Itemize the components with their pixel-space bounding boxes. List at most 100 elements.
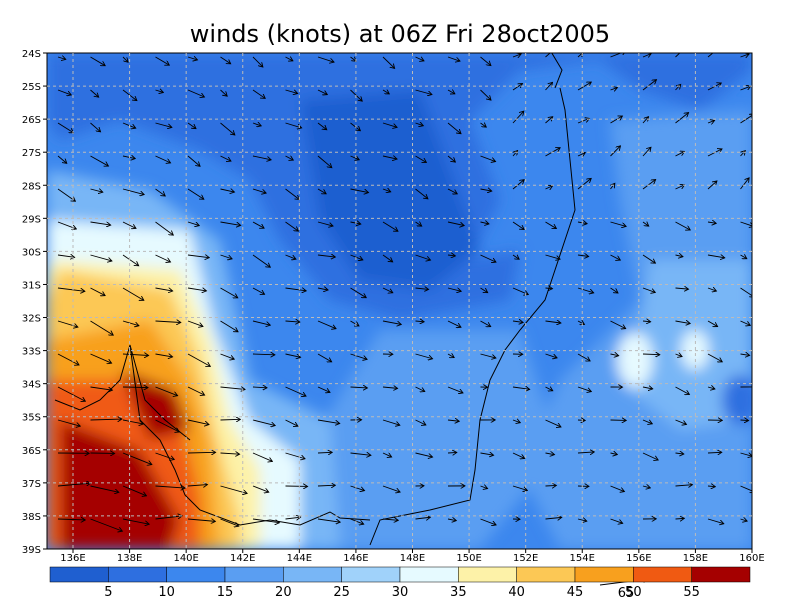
wind-arrow: [415, 222, 422, 226]
wind-arrow: [155, 452, 175, 460]
wind-arrow: [447, 386, 463, 393]
wind-arrow: [90, 485, 119, 492]
lon-label: 160E: [739, 553, 764, 564]
wind-arrow: [252, 320, 270, 325]
wind-arrow: [220, 518, 239, 526]
wind-arrow: [675, 255, 683, 257]
wind-arrow: [675, 288, 689, 289]
wind-arrow: [740, 320, 751, 325]
wind-arrow: [220, 419, 241, 420]
wind-arrow: [545, 353, 558, 358]
wind-arrow: [675, 53, 686, 58]
wind-arrow: [610, 287, 618, 293]
wind-arrow: [317, 56, 334, 62]
lon-label: 158E: [683, 553, 708, 564]
lat-label: 33S: [22, 347, 41, 358]
wind-arrow: [220, 320, 239, 332]
wind-arrow: [415, 123, 424, 126]
colorbar-label: 15: [217, 585, 234, 600]
wind-arrow: [707, 320, 718, 327]
wind-arrow: [350, 518, 364, 524]
wind-arrow: [317, 518, 340, 522]
wind-arrow: [415, 288, 429, 289]
wind-arrow: [415, 188, 428, 199]
wind-arrow: [317, 288, 328, 290]
wind-arrow: [252, 188, 266, 193]
wind-arrow: [382, 519, 398, 520]
wind-arrow: [512, 221, 524, 229]
wind-arrow: [220, 353, 235, 359]
wind-arrow: [317, 188, 326, 194]
wind-arrow: [122, 221, 136, 228]
wind-arrow: [545, 387, 553, 391]
lon-label: 146E: [343, 553, 368, 564]
wind-arrow: [447, 221, 464, 226]
wind-field: [47, 53, 752, 549]
wind-arrow: [155, 254, 171, 262]
wind-arrow: [740, 86, 751, 91]
wind-arrow: [447, 519, 456, 521]
wind-arrow: [382, 90, 389, 94]
wind-arrow: [512, 452, 525, 458]
wind-arrow: [285, 452, 306, 459]
lat-label: 35S: [22, 413, 41, 424]
wind-arrow: [155, 354, 173, 357]
wind-arrow: [285, 254, 296, 259]
wind-arrow: [187, 519, 215, 521]
wind-arrow: [610, 254, 621, 260]
colorbar-swatch: [516, 566, 576, 583]
wind-arrow: [480, 254, 496, 262]
wind-arrow: [90, 122, 101, 132]
reference-label: 65: [618, 586, 635, 600]
wind-arrow: [740, 485, 752, 492]
wind-arrow: [545, 117, 553, 124]
wind-arrow: [57, 255, 75, 257]
wind-arrow: [480, 189, 492, 191]
wind-arrow: [740, 420, 749, 421]
lon-label: 136E: [60, 553, 85, 564]
wind-arrow: [447, 155, 455, 162]
wind-arrow: [57, 287, 85, 291]
wind-arrow: [611, 183, 615, 190]
wind-arrow: [545, 485, 557, 486]
wind-arrow: [577, 287, 594, 293]
wind-arrow: [187, 155, 200, 166]
lat-label: 37S: [22, 479, 41, 490]
wind-arrow: [577, 386, 591, 392]
wind-arrow: [155, 321, 181, 322]
wind-arrow: [610, 354, 619, 356]
colorbar-swatch: [49, 566, 109, 583]
lon-label: 148E: [400, 553, 425, 564]
wind-arrow: [642, 180, 656, 190]
colorbar-swatch: [691, 566, 751, 583]
wind-arrow: [187, 419, 209, 425]
wind-arrow: [675, 151, 685, 157]
colorbar-swatch: [283, 566, 342, 583]
lon-label: 140E: [173, 553, 198, 564]
colorbar-swatch: [224, 566, 284, 583]
wind-arrow: [220, 189, 235, 192]
wind-arrow: [57, 155, 67, 163]
wind-arrow: [252, 518, 279, 523]
wind-arrow: [220, 56, 231, 64]
wind-arrow: [740, 151, 746, 157]
wind-arrow: [252, 56, 263, 67]
wind-arrow: [675, 113, 689, 124]
wind-arrow: [220, 89, 228, 96]
wind-arrow: [220, 122, 235, 135]
wind-arrow: [57, 122, 73, 133]
wind-arrow: [252, 452, 272, 461]
wind-arrow: [415, 452, 433, 457]
wind-arrow: [707, 255, 725, 258]
wind-arrow: [610, 146, 621, 157]
wind-arrow: [90, 189, 103, 192]
wind-arrow: [642, 354, 660, 355]
wind-arrow: [740, 453, 752, 456]
lon-label: 156E: [626, 553, 651, 564]
wind-arrow: [317, 155, 332, 168]
wind-arrow: [707, 222, 716, 223]
lon-label: 150E: [456, 553, 481, 564]
wind-arrow: [512, 321, 523, 322]
wind-arrow: [285, 221, 299, 231]
wind-arrow: [122, 188, 144, 195]
